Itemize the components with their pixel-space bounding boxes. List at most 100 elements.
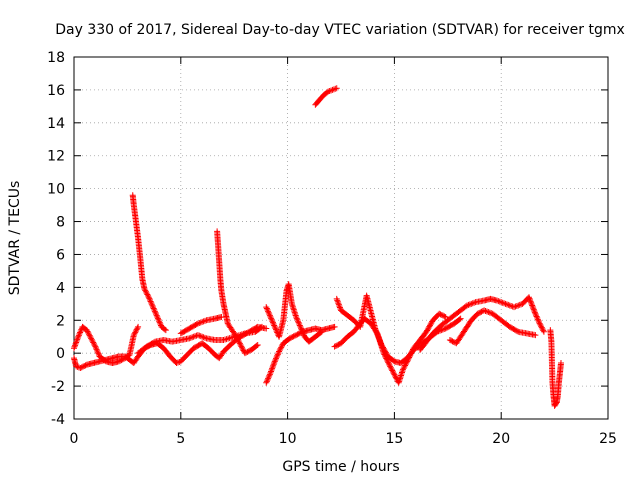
y-tick-label: 0 bbox=[56, 346, 65, 362]
data-point bbox=[529, 302, 536, 309]
data-point bbox=[293, 332, 300, 339]
data-point bbox=[298, 326, 305, 333]
data-point bbox=[291, 332, 298, 339]
data-point bbox=[456, 316, 463, 323]
chart-title: Day 330 of 2017, Sidereal Day-to-day VTE… bbox=[55, 22, 625, 38]
data-point bbox=[270, 362, 277, 369]
data-point bbox=[513, 303, 520, 310]
data-point bbox=[145, 292, 152, 299]
data-point bbox=[148, 301, 155, 308]
y-tick-label: 14 bbox=[47, 116, 65, 132]
y-tick-label: 2 bbox=[56, 313, 65, 329]
data-point bbox=[387, 364, 394, 371]
data-point bbox=[469, 300, 476, 307]
data-point bbox=[75, 333, 82, 340]
data-point bbox=[531, 309, 538, 316]
data-point bbox=[334, 298, 341, 305]
data-point bbox=[234, 336, 241, 343]
data-point bbox=[150, 304, 157, 311]
data-point bbox=[74, 336, 81, 343]
data-point bbox=[532, 312, 539, 319]
gridlines bbox=[74, 57, 608, 419]
data-point bbox=[238, 343, 245, 350]
data-point bbox=[329, 86, 336, 93]
data-point bbox=[440, 312, 447, 319]
data-point bbox=[331, 323, 338, 330]
data-point bbox=[538, 323, 545, 330]
data-point bbox=[150, 305, 157, 312]
data-point bbox=[526, 295, 533, 302]
plot-frame bbox=[73, 56, 609, 420]
data-point bbox=[92, 343, 99, 350]
data-point bbox=[385, 359, 392, 366]
y-tick-label: 12 bbox=[47, 149, 65, 165]
data-point bbox=[154, 313, 161, 320]
data-point bbox=[269, 365, 276, 372]
data-point bbox=[318, 328, 325, 335]
data-point bbox=[378, 340, 385, 347]
data-point bbox=[271, 359, 278, 366]
data-point bbox=[88, 335, 95, 342]
data-point bbox=[196, 320, 203, 327]
data-point bbox=[82, 362, 89, 369]
data-point bbox=[399, 366, 406, 373]
data-point bbox=[506, 302, 513, 309]
data-point bbox=[331, 343, 338, 350]
series-trace-i bbox=[312, 85, 340, 108]
data-point bbox=[266, 371, 273, 378]
data-point bbox=[400, 365, 407, 372]
data-point bbox=[537, 321, 544, 328]
data-point bbox=[273, 355, 280, 362]
axis-ticks: -4 -2 0 2 4 6 8 10 12 14 16 18 0 5 10 15 20 25 bbox=[47, 50, 617, 447]
data-point bbox=[333, 85, 340, 92]
data-point bbox=[293, 313, 300, 320]
data-point bbox=[202, 334, 209, 341]
data-point bbox=[143, 290, 150, 297]
data-point bbox=[275, 349, 282, 356]
data-point bbox=[468, 300, 475, 307]
data-point bbox=[90, 339, 97, 346]
data-point bbox=[263, 325, 270, 332]
data-point bbox=[73, 363, 80, 370]
data-point bbox=[95, 350, 102, 357]
data-point bbox=[271, 358, 278, 365]
data-point bbox=[402, 361, 409, 368]
data-point bbox=[376, 336, 383, 343]
data-point bbox=[336, 303, 343, 310]
data-point bbox=[330, 86, 337, 93]
data-point bbox=[477, 309, 484, 316]
data-point bbox=[530, 305, 537, 312]
data-point bbox=[93, 346, 100, 353]
series-trace-j bbox=[333, 292, 449, 386]
data-point bbox=[162, 327, 169, 334]
data-point bbox=[289, 334, 296, 341]
data-point bbox=[390, 370, 397, 377]
data-point bbox=[300, 330, 307, 337]
data-point bbox=[335, 300, 342, 307]
data-point bbox=[157, 321, 164, 328]
data-point bbox=[276, 348, 283, 355]
data-point bbox=[529, 303, 536, 310]
data-point bbox=[388, 366, 395, 373]
data-point bbox=[72, 342, 79, 349]
data-point bbox=[174, 359, 181, 366]
data-point bbox=[486, 309, 493, 316]
data-point bbox=[502, 300, 509, 307]
data-point bbox=[85, 329, 92, 336]
data-point bbox=[77, 329, 84, 336]
data-point bbox=[272, 325, 279, 332]
data-point bbox=[457, 315, 464, 322]
data-point bbox=[94, 349, 101, 356]
x-tick-label: 20 bbox=[492, 431, 510, 447]
data-point bbox=[132, 327, 139, 334]
data-point bbox=[442, 313, 449, 320]
data-point bbox=[333, 295, 340, 302]
data-point bbox=[264, 306, 271, 313]
data-point bbox=[448, 337, 455, 344]
data-point bbox=[235, 337, 242, 344]
data-point bbox=[258, 323, 265, 330]
data-point bbox=[532, 332, 539, 339]
series-trace-g bbox=[263, 323, 338, 386]
data-point bbox=[89, 338, 96, 345]
data-point bbox=[535, 317, 542, 324]
